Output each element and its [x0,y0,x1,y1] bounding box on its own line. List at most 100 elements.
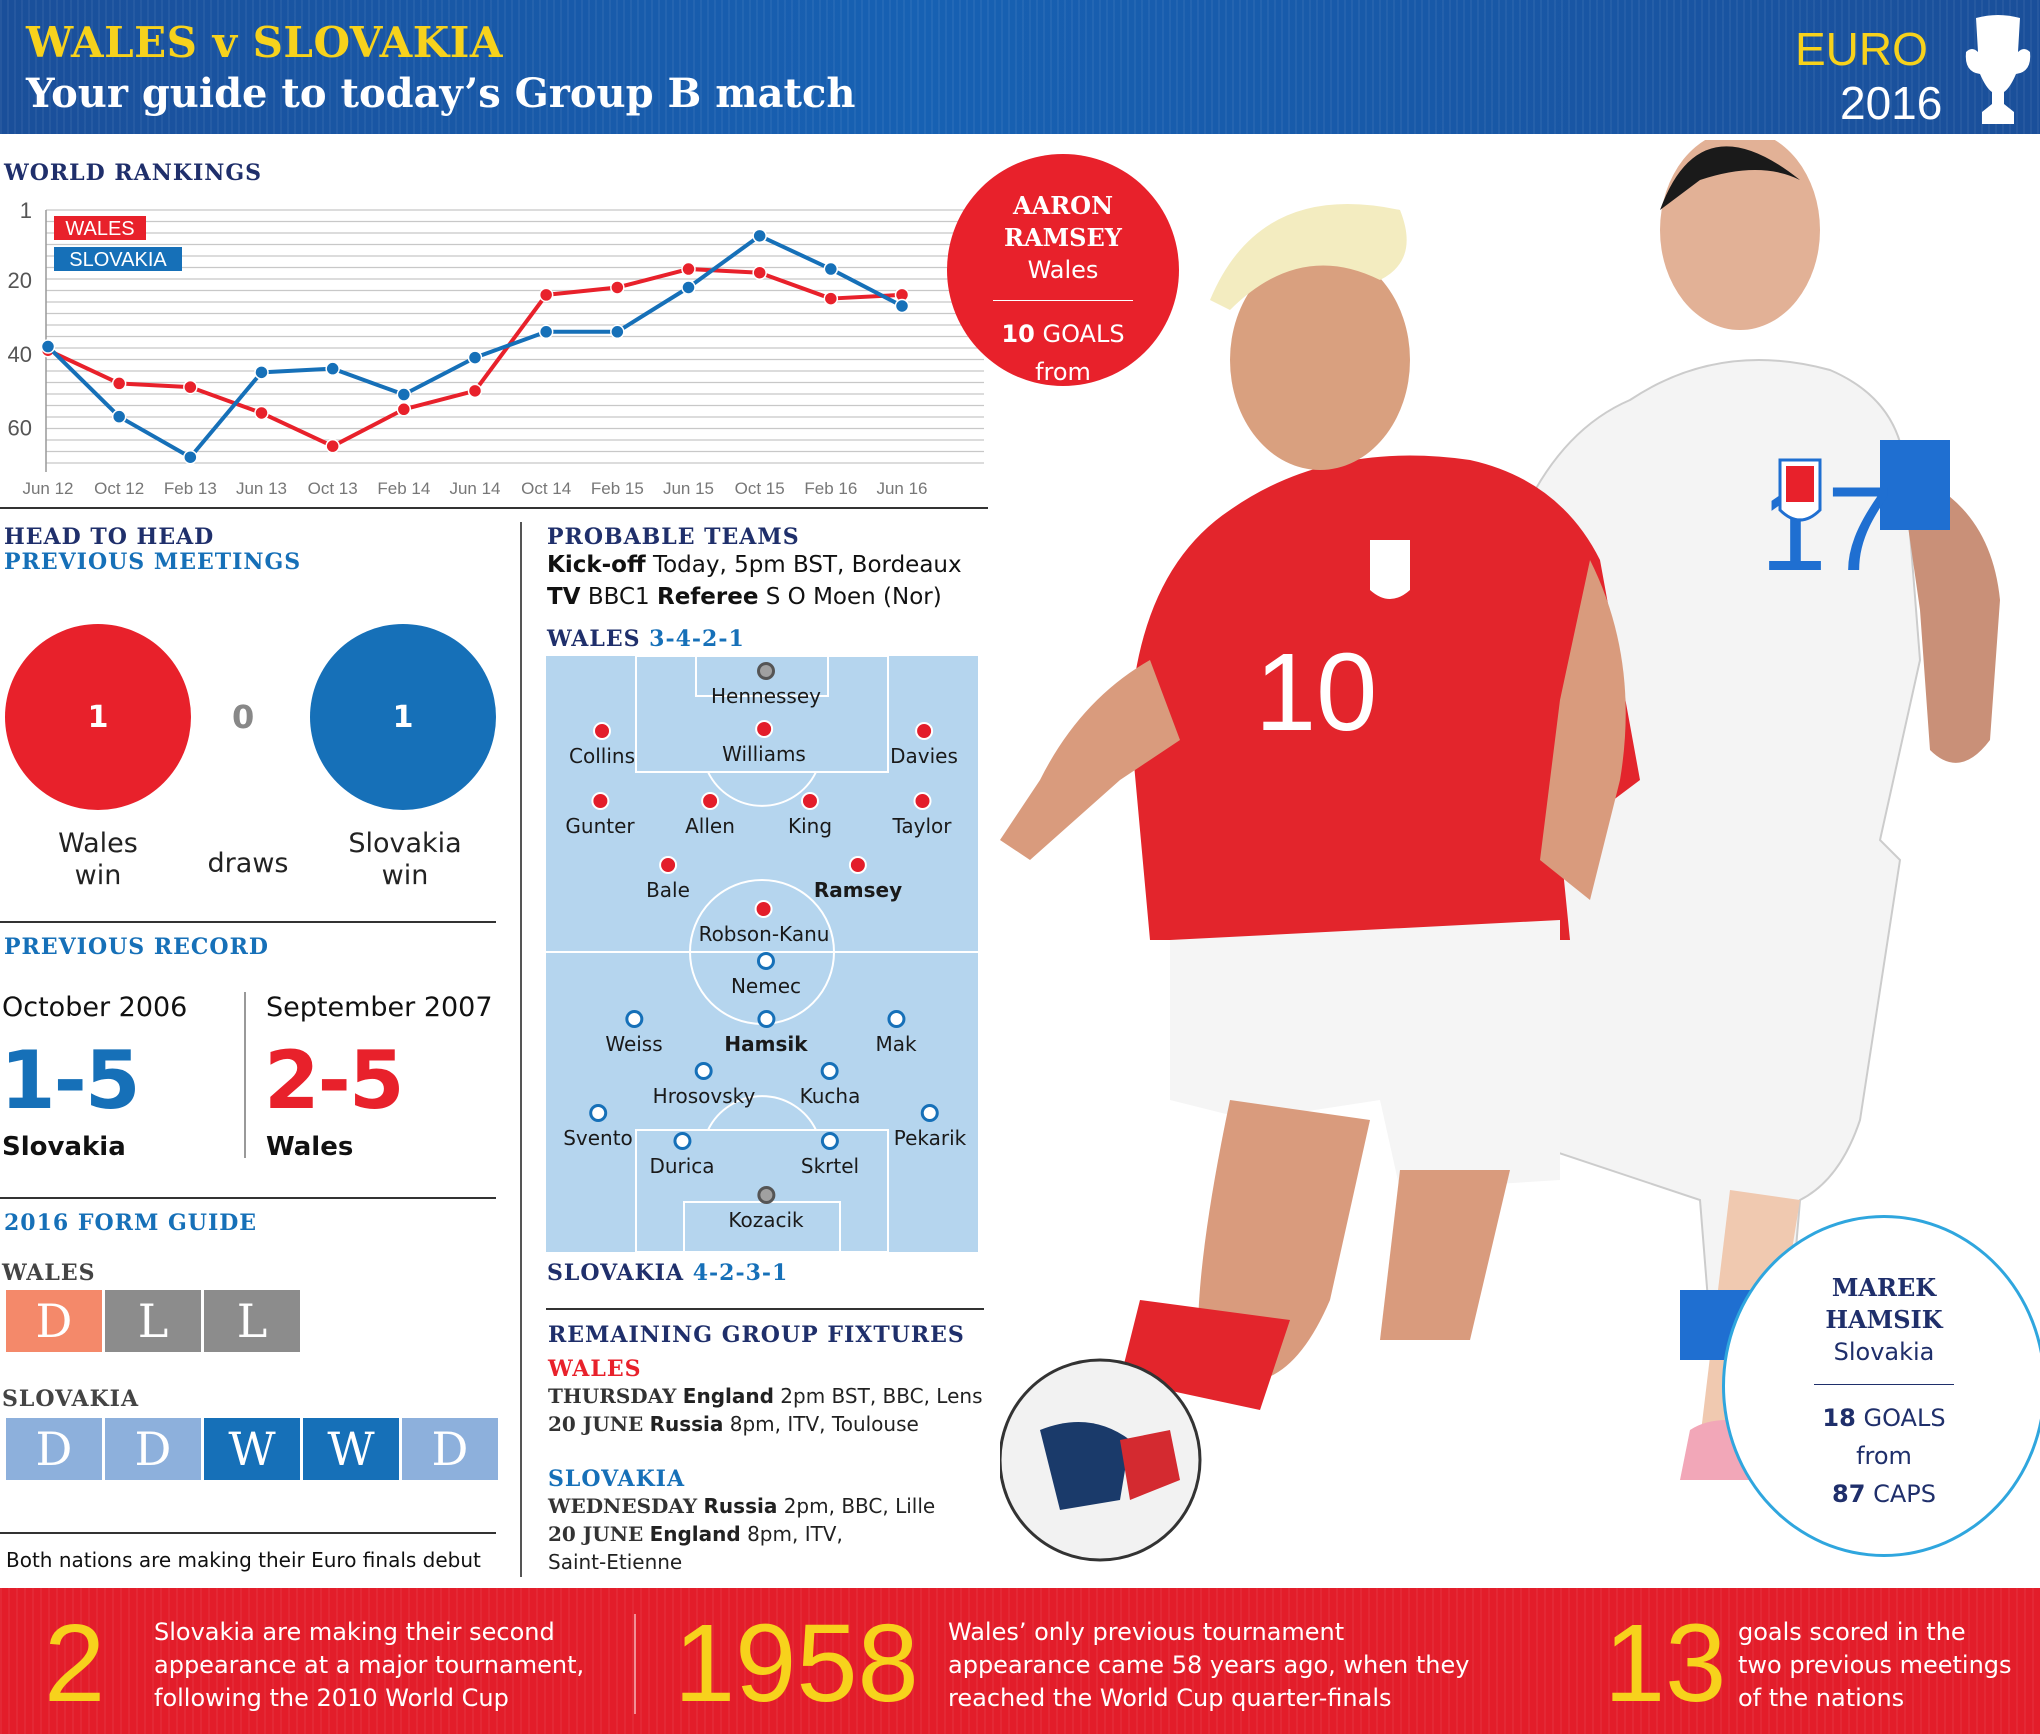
legend-slovakia: SLOVAKIA [69,249,167,271]
match1-score: 1-5 [0,1034,141,1127]
data-point [823,291,839,306]
divider [1814,1384,1954,1385]
hamsik-last-name: HAMSIK [1825,1305,1943,1334]
y-tick-label: 20 [8,268,32,293]
x-tick-label: Feb 14 [377,479,430,498]
h2h-subheading: PREVIOUS MEETINGS [4,549,302,575]
fact-text: Slovakia are making their second appearan… [154,1618,585,1712]
data-point [254,405,269,421]
hamsik-goals: 18 GOALS [1822,1404,1946,1432]
ramsey-caps: 39 CAPS [1011,396,1115,424]
data-point [396,387,412,402]
player-wales: Williams [722,720,806,766]
form-slovakia-label: SLOVAKIA [2,1386,140,1412]
ramsey-stat-circle: AARON RAMSEY Wales 10 GOALS from 39 CAPS [947,154,1179,424]
match2-score: 2-5 [264,1034,405,1127]
ramsey-from: from [1035,358,1091,386]
chart-series [40,228,910,465]
data-point [396,402,412,417]
y-tick-label: 1 [20,198,32,223]
data-point [467,383,483,399]
ramsey-first-name: AARON [1012,191,1114,220]
divider [244,992,246,1158]
data-point [538,287,554,303]
data-point [183,449,198,465]
form-note: Both nations are making their Euro final… [6,1548,481,1572]
rankings-chart: 1 20 40 60 Jun 12 Oct 12 Feb 13 Jun 13 Oct 13 Fe… [8,198,984,498]
fixture-wales-1: THURSDAY England 2pm BST, BBC, Lens [548,1384,983,1408]
x-tick-label: Feb 16 [804,479,857,498]
form-result: D [402,1418,498,1480]
match1-winner: Slovakia [2,1132,126,1162]
data-point [111,409,127,424]
fact-number: 1958 [674,1602,919,1725]
player-wales: Davies [890,722,958,768]
form-heading: 2016 FORM GUIDE [4,1210,258,1236]
teams-heading: PROBABLE TEAMS [547,524,800,550]
form-result: L [105,1290,201,1352]
data-point [325,361,340,376]
hamsik-country: Slovakia [1833,1338,1935,1366]
player-slovakia: Mak [875,1010,917,1056]
match1-date: October 2006 [2,992,188,1023]
player-wales: Allen [685,792,735,838]
player-wales-gk: Hennessey [711,662,821,708]
y-tick-label: 60 [8,416,32,441]
data-point [681,261,696,277]
player-wales: Collins [569,722,635,768]
ramsey-country: Wales [1027,256,1099,284]
player-slovakia: Svento [563,1104,633,1150]
trophy-icon [1965,15,2031,124]
hamsik-first-name: MAREK [1831,1273,1937,1302]
player-wales: Taylor [892,792,952,838]
x-tick-label: Jun 16 [876,479,927,498]
divider [0,1197,496,1199]
fact-text: goals scored in the two previous meetings… [1738,1618,2012,1712]
x-tick-label: Jun 13 [236,479,287,498]
player-slovakia: Skrtel [801,1132,859,1178]
divider [0,1532,496,1534]
slovakia-wins-circle: 1 [310,624,496,810]
slovakia-win-label: Slovakia win [348,828,462,891]
form-result: D [105,1418,201,1480]
ramsey-figure: 10 [1000,204,1640,1562]
data-point [467,350,483,365]
h2h-heading: HEAD TO HEAD [4,524,215,550]
record-heading: PREVIOUS RECORD [4,934,269,960]
page-title: WALES v SLOVAKIA [26,18,503,67]
player-slovakia: Durica [649,1132,715,1178]
legend-wales-swatch [54,216,146,240]
data-point [40,339,56,354]
players-photo: 17 10 [1000,140,2000,1562]
player-wales-ramsey: Ramsey [814,856,902,902]
slovakia-formation-label: SLOVAKIA 4-2-3-1 [547,1260,789,1286]
player-wales: King [788,792,832,838]
x-tick-label: Jun 12 [22,479,73,498]
hamsik-stat-circle: MAREK HAMSIK Slovakia 18 GOALS from 87 C… [1722,1215,2040,1557]
form-result: W [303,1418,399,1480]
divider [634,1614,636,1714]
data-point [610,280,625,295]
player-wales: Robson-Kanu [699,900,829,946]
x-tick-label: Oct 14 [521,479,571,498]
x-tick-label: Oct 15 [735,479,785,498]
player-slovakia: Nemec [731,952,801,998]
euro-logo-year: 2016 [1840,77,1943,129]
x-tick-label: Oct 12 [94,479,144,498]
data-point [752,228,767,244]
rankings-heading: WORLD RANKINGS [4,160,263,186]
fact-number: 2 [44,1602,106,1725]
pitch-graphic: Hennessey Collins Williams Davies Gunter… [546,656,978,1252]
x-tick-label: Feb 13 [164,479,217,498]
data-point [752,265,767,280]
match2-date: September 2007 [266,992,493,1023]
player-slovakia: Hrosovsky [653,1062,755,1108]
ramsey-last-name: RAMSEY [1004,223,1122,252]
fixture-slovakia-1: WEDNESDAY Russia 2pm, BBC, Lille [548,1494,936,1518]
kickoff-line: Kick-off Today, 5pm BST, Bordeaux [547,552,962,578]
data-point [681,280,696,295]
wales-formation-label: WALES 3-4-2-1 [547,626,745,652]
player-slovakia: Kucha [800,1062,860,1108]
fixture-wales-2: 20 JUNE Russia 8pm, ITV, Toulouse [548,1412,919,1436]
hamsik-caps: 87 CAPS [1832,1480,1936,1508]
